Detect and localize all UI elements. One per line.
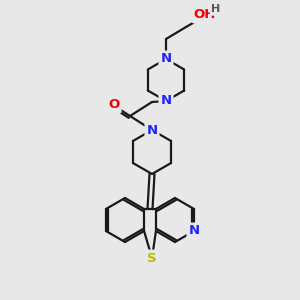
Text: OH: OH [194, 8, 216, 22]
Text: S: S [147, 251, 157, 265]
Text: H: H [212, 4, 220, 14]
Text: O: O [108, 98, 120, 112]
Text: N: N [160, 52, 172, 65]
Text: N: N [188, 224, 200, 238]
Text: N: N [160, 94, 172, 107]
Text: N: N [146, 124, 158, 136]
